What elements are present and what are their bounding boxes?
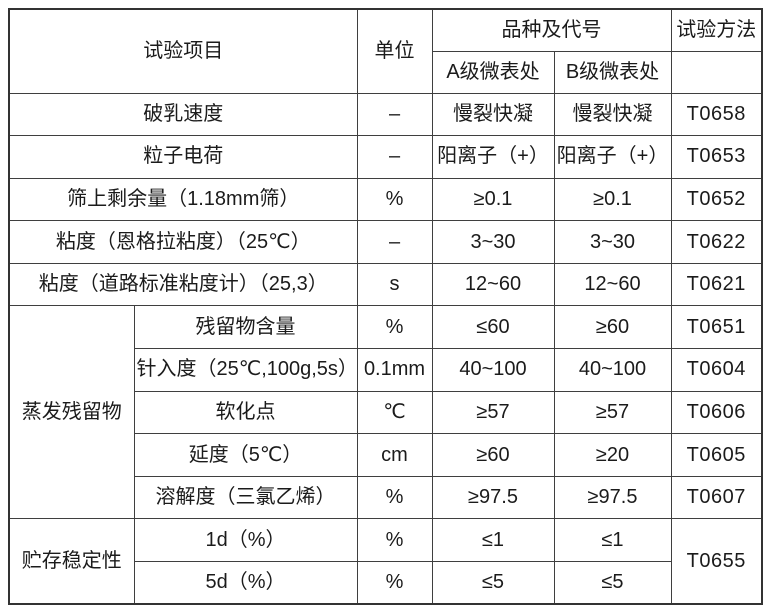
value-a-cell: 阳离子（+） xyxy=(431,135,555,179)
table-row-storage-1d: 贮存稳定性 1d（%） % ≤1 ≤1 T0655 xyxy=(8,518,763,605)
item-cell: 破乳速度 xyxy=(8,92,358,137)
value-a-cell: 12~60 xyxy=(431,262,555,307)
header-row-2: A级微表处 B级微表处 xyxy=(9,50,763,94)
spec-table: 试验项目 单位 品种及代号 试验方法 A级微表处 B级微表处 破乳速度 – 慢裂… xyxy=(8,8,763,606)
method-cell: T0622 xyxy=(670,220,763,264)
header-test-method: 试验方法 xyxy=(670,8,763,52)
group-label-evaporation-residue: 蒸发残留物 xyxy=(8,305,135,520)
unit-cell: s xyxy=(356,262,433,307)
item-cell: 5d（%） xyxy=(133,561,358,605)
table-row-standard-viscosity: 粘度（道路标准粘度计）（25,3） s 12~60 12~60 T0621 xyxy=(8,262,763,307)
value-b-cell: ≤5 xyxy=(553,561,672,605)
unit-cell: – xyxy=(356,92,433,137)
method-cell: T0651 xyxy=(670,305,763,350)
value-b-cell: 40~100 xyxy=(553,348,672,392)
unit-cell: 0.1mm xyxy=(356,348,433,392)
method-cell: T0605 xyxy=(670,433,763,477)
value-a-cell: ≤1 xyxy=(431,518,555,563)
item-cell: 粒子电荷 xyxy=(8,135,358,179)
value-a-cell: ≥60 xyxy=(431,433,555,477)
header-row-1: 试验项目 单位 品种及代号 试验方法 xyxy=(8,8,763,94)
table-row-sieve-residue: 筛上剩余量（1.18mm筛） % ≥0.1 ≥0.1 T0652 xyxy=(8,177,763,222)
unit-cell: cm xyxy=(356,433,433,477)
value-a-cell: ≤5 xyxy=(431,561,555,605)
item-cell: 筛上剩余量（1.18mm筛） xyxy=(8,177,358,222)
group-label-storage-stability: 贮存稳定性 xyxy=(8,518,135,605)
value-a-cell: ≤60 xyxy=(431,305,555,350)
method-cell: T0607 xyxy=(670,475,763,520)
unit-cell: % xyxy=(356,305,433,350)
unit-cell: % xyxy=(356,177,433,222)
value-b-cell: 慢裂快凝 xyxy=(553,92,672,137)
value-b-cell: 阳离子（+） xyxy=(553,135,672,179)
header-unit: 单位 xyxy=(356,8,433,94)
method-cell-merged: T0655 xyxy=(670,518,763,605)
header-method-empty-cell xyxy=(670,50,763,94)
value-a-cell: ≥0.1 xyxy=(431,177,555,222)
table-row-particle-charge: 粒子电荷 – 阳离子（+） 阳离子（+） T0653 xyxy=(8,135,763,179)
method-cell: T0621 xyxy=(670,262,763,307)
table-row-residue-content: 蒸发残留物 残留物含量 % ≤60 ≥60 T0651 xyxy=(8,305,763,520)
value-b-cell: ≥20 xyxy=(553,433,672,477)
unit-cell: – xyxy=(356,135,433,179)
header-grade-b: B级微表处 xyxy=(553,50,672,94)
method-cell: T0606 xyxy=(670,390,763,435)
value-b-cell: ≤1 xyxy=(553,518,672,563)
table-row-penetration: 针入度（25℃,100g,5s） 0.1mm 40~100 40~100 T06… xyxy=(9,348,763,392)
item-cell: 针入度（25℃,100g,5s） xyxy=(133,348,358,392)
value-b-cell: 3~30 xyxy=(553,220,672,264)
value-b-cell: ≥97.5 xyxy=(553,475,672,520)
value-b-cell: ≥57 xyxy=(553,390,672,435)
value-a-cell: 40~100 xyxy=(431,348,555,392)
value-a-cell: ≥97.5 xyxy=(431,475,555,520)
method-cell: T0653 xyxy=(670,135,763,179)
method-cell: T0658 xyxy=(670,92,763,137)
value-b-cell: 12~60 xyxy=(553,262,672,307)
item-cell: 延度（5℃） xyxy=(133,433,358,477)
header-variety-code: 品种及代号 xyxy=(431,8,672,52)
value-b-cell: ≥60 xyxy=(553,305,672,350)
table-row-demulsification-speed: 破乳速度 – 慢裂快凝 慢裂快凝 T0658 xyxy=(8,92,763,137)
item-cell: 溶解度（三氯乙烯） xyxy=(133,475,358,520)
value-a-cell: 3~30 xyxy=(431,220,555,264)
unit-cell: % xyxy=(356,475,433,520)
item-cell: 1d（%） xyxy=(133,518,358,563)
table-row-engler-viscosity: 粘度（恩格拉粘度）（25℃） – 3~30 3~30 T0622 xyxy=(8,220,763,264)
value-a-cell: ≥57 xyxy=(431,390,555,435)
unit-cell: ℃ xyxy=(356,390,433,435)
value-b-cell: ≥0.1 xyxy=(553,177,672,222)
table-row-softening-point: 软化点 ℃ ≥57 ≥57 T0606 xyxy=(9,390,763,435)
item-cell: 软化点 xyxy=(133,390,358,435)
table-row-ductility: 延度（5℃） cm ≥60 ≥20 T0605 xyxy=(9,433,763,477)
item-cell: 残留物含量 xyxy=(133,305,358,350)
unit-cell: % xyxy=(356,561,433,605)
header-test-item: 试验项目 xyxy=(8,8,358,94)
table-row-storage-5d: 5d（%） % ≤5 ≤5 xyxy=(9,561,762,605)
method-cell: T0652 xyxy=(670,177,763,222)
unit-cell: – xyxy=(356,220,433,264)
header-grade-a: A级微表处 xyxy=(431,50,555,94)
method-cell: T0604 xyxy=(670,348,763,392)
item-cell: 粘度（恩格拉粘度）（25℃） xyxy=(8,220,358,264)
value-a-cell: 慢裂快凝 xyxy=(431,92,555,137)
unit-cell: % xyxy=(356,518,433,563)
item-cell: 粘度（道路标准粘度计）（25,3） xyxy=(8,262,358,307)
